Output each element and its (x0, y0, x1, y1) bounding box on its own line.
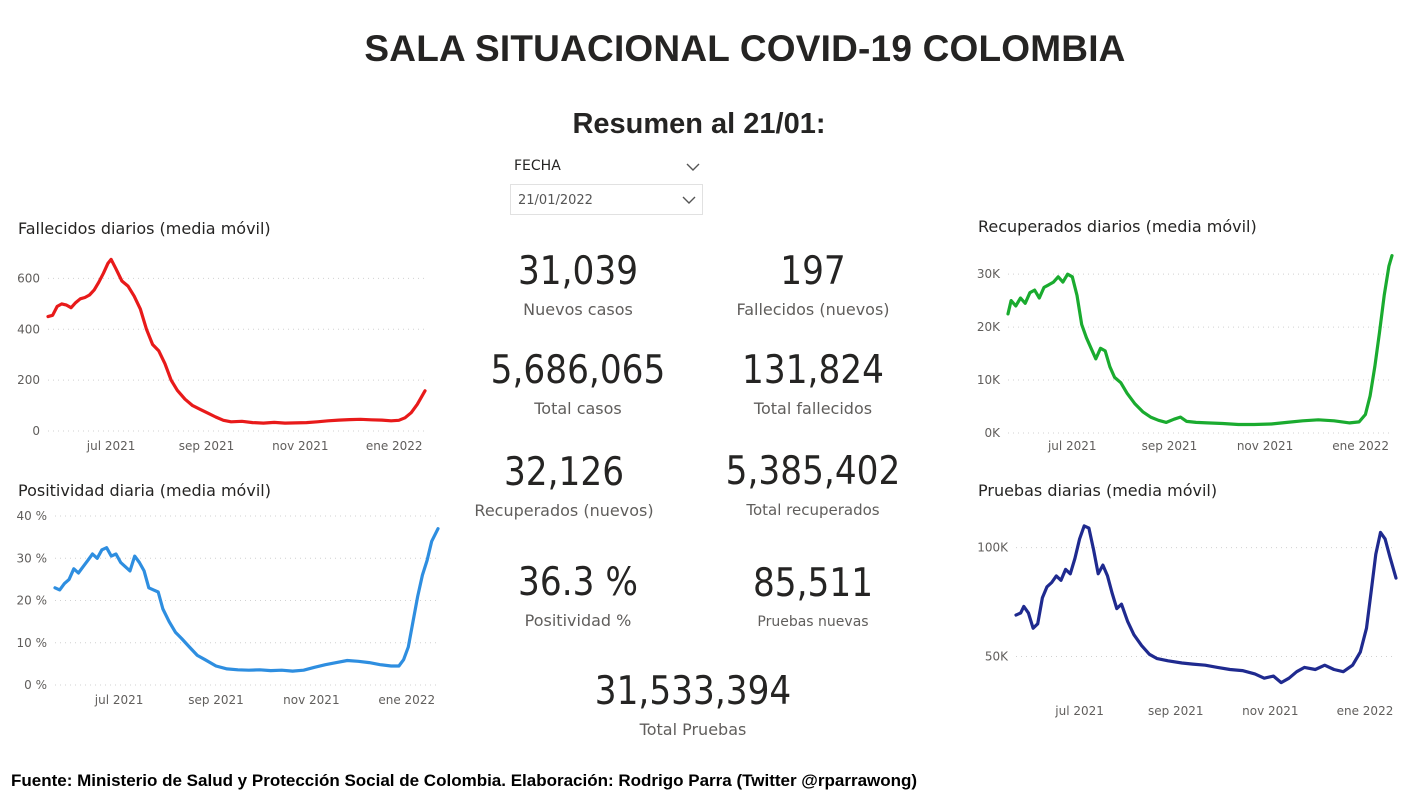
y-tick-label: 40 % (17, 509, 48, 523)
y-tick-label: 10K (977, 373, 1001, 387)
kpi-value: 31,533,394 (594, 669, 792, 714)
kpi-value: 31,039 (517, 249, 639, 294)
y-tick-label: 30K (977, 267, 1001, 281)
page-title: SALA SITUACIONAL COVID-19 COLOMBIA (364, 28, 1126, 69)
x-tick-label: nov 2021 (1242, 704, 1298, 718)
x-tick-label: sep 2021 (179, 439, 235, 453)
kpi-total-pruebas: 31,533,394 Total Pruebas (562, 670, 824, 740)
y-tick-label: 10 % (17, 636, 48, 650)
x-tick-label: ene 2022 (1332, 439, 1389, 453)
x-tick-label: sep 2021 (188, 693, 244, 707)
kpi-label: Total recuperados (746, 501, 880, 519)
chart-title-pruebas: Pruebas diarias (media móvil) (978, 481, 1218, 500)
y-tick-label: 100K (977, 541, 1009, 555)
series-line-positividad (53, 527, 440, 673)
y-tick-label: 0 (32, 424, 40, 438)
footer-source: Fuente: Ministerio de Salud y Protección… (11, 771, 918, 790)
y-tick-label: 20K (977, 320, 1001, 334)
kpi-label: Fallecidos (nuevos) (736, 300, 890, 319)
kpi-value: 32,126 (503, 450, 625, 495)
series-line-fallecidos (46, 257, 427, 425)
kpi-nuevos-casos: 31,039 Nuevos casos (470, 250, 686, 320)
kpi-total-casos: 5,686,065 Total casos (450, 349, 706, 419)
chart-title-positividad: Positividad diaria (media móvil) (18, 481, 271, 500)
kpi-value: 5,385,402 (725, 449, 901, 494)
y-tick-label: 50K (985, 649, 1009, 663)
kpi-label: Total fallecidos (753, 399, 873, 418)
series-line-recuperados (1006, 254, 1394, 427)
y-tick-label: 400 (17, 322, 40, 336)
y-tick-label: 200 (17, 373, 40, 387)
chevron-down-icon (682, 196, 696, 204)
kpi-value: 197 (780, 249, 846, 294)
kpi-total-fallecidos: 131,824 Total fallecidos (700, 349, 926, 419)
x-tick-label: sep 2021 (1148, 704, 1204, 718)
x-tick-label: ene 2022 (1337, 704, 1394, 718)
x-tick-label: jul 2021 (86, 439, 136, 453)
date-slicer-dropdown[interactable]: 21/01/2022 (510, 184, 703, 215)
chevron-down-icon[interactable] (685, 159, 701, 175)
x-tick-label: nov 2021 (272, 439, 328, 453)
kpi-value: 85,511 (752, 561, 874, 606)
kpi-recuperados-nuevos: 32,126 Recuperados (nuevos) (450, 451, 678, 521)
kpi-value: 131,824 (742, 348, 884, 393)
kpi-label: Recuperados (nuevos) (474, 501, 654, 520)
y-tick-label: 20 % (17, 594, 48, 608)
page-subtitle: Resumen al 21/01: (572, 108, 826, 140)
x-tick-label: jul 2021 (1054, 704, 1104, 718)
chart-fallecidos: 0 200 400 600 jul 2021 sep 2021 nov 2021 ene 20… (17, 257, 427, 453)
chart-title-fallecidos: Fallecidos diarios (media móvil) (18, 219, 271, 238)
chart-positividad: 0 % 10 % 20 % 30 % 40 % jul 2021 sep 2021 nov 2… (17, 509, 440, 707)
kpi-pruebas-nuevas: 85,511 Pruebas nuevas (705, 562, 921, 632)
kpi-value: 5,686,065 (490, 348, 666, 393)
date-slicer-value: 21/01/2022 (518, 193, 593, 208)
kpi-fallecidos-nuevos: 197 Fallecidos (nuevos) (705, 250, 921, 320)
x-tick-label: ene 2022 (378, 693, 435, 707)
chart-pruebas: 50K 100K jul 2021 sep 2021 nov 2021 ene 2022 (977, 524, 1398, 718)
x-tick-label: ene 2022 (366, 439, 423, 453)
kpi-value: 36.3 % (518, 560, 638, 605)
kpi-positividad: 36.3 % Positividad % (470, 561, 686, 631)
kpi-total-recuperados: 5,385,402 Total recuperados (690, 450, 936, 520)
kpi-label: Pruebas nuevas (757, 614, 869, 630)
x-tick-label: jul 2021 (1047, 439, 1097, 453)
y-tick-label: 30 % (17, 551, 48, 565)
kpi-label: Positividad % (524, 611, 632, 630)
chart-recuperados: 0K 10K 20K 30K jul 2021 sep 2021 nov 2021 ene 2… (977, 254, 1394, 453)
kpi-label: Total casos (534, 399, 622, 418)
x-tick-label: nov 2021 (283, 693, 339, 707)
series-line-pruebas (1014, 524, 1398, 685)
y-tick-label: 0 % (24, 678, 47, 692)
y-tick-label: 600 (17, 271, 40, 285)
kpi-label: Nuevos casos (523, 300, 633, 319)
date-slicer-label: FECHA (514, 158, 561, 174)
y-tick-label: 0K (984, 426, 1001, 440)
kpi-label: Total Pruebas (639, 720, 747, 739)
x-tick-label: jul 2021 (94, 693, 144, 707)
x-tick-label: sep 2021 (1142, 439, 1198, 453)
chart-title-recuperados: Recuperados diarios (media móvil) (978, 217, 1257, 236)
x-tick-label: nov 2021 (1237, 439, 1293, 453)
